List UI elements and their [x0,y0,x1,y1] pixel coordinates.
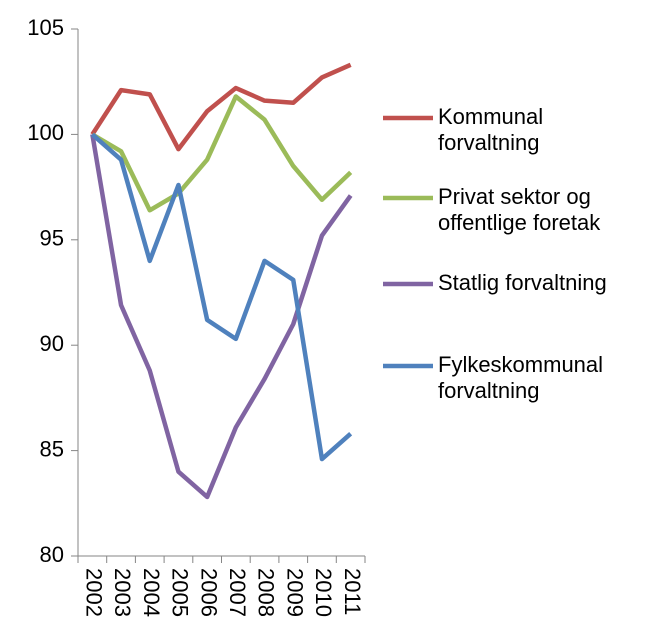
x-tick-label: 2006 [196,568,221,617]
x-tick-label: 2007 [225,568,250,617]
legend-label: Kommunal forvaltning [438,104,544,155]
x-tick-label: 2002 [82,568,107,617]
y-tick-label: 85 [40,436,64,461]
x-tick-label: 2005 [168,568,193,617]
series-line [90,134,353,500]
legend-label: Statlig forvaltning [438,270,607,295]
x-tick-label: 2003 [110,568,135,617]
y-tick-label: 80 [40,542,64,567]
y-tick-label: 105 [27,15,64,40]
series-line [90,132,353,462]
x-tick-label: 2011 [340,568,365,615]
y-tick-label: 90 [40,331,64,356]
y-tick-label: 95 [40,226,64,251]
legend-label: Privat sektor og offentlige foretak [438,184,601,235]
legend-label: Fylkeskommunal forvaltning [438,352,604,403]
series-line [91,94,353,213]
x-tick-label: 2004 [139,568,164,617]
x-tick-label: 2009 [282,568,307,617]
y-tick-label: 100 [27,120,64,145]
x-tick-label: 2008 [254,568,279,617]
series-line [90,62,352,152]
x-tick-label: 2010 [311,568,336,617]
